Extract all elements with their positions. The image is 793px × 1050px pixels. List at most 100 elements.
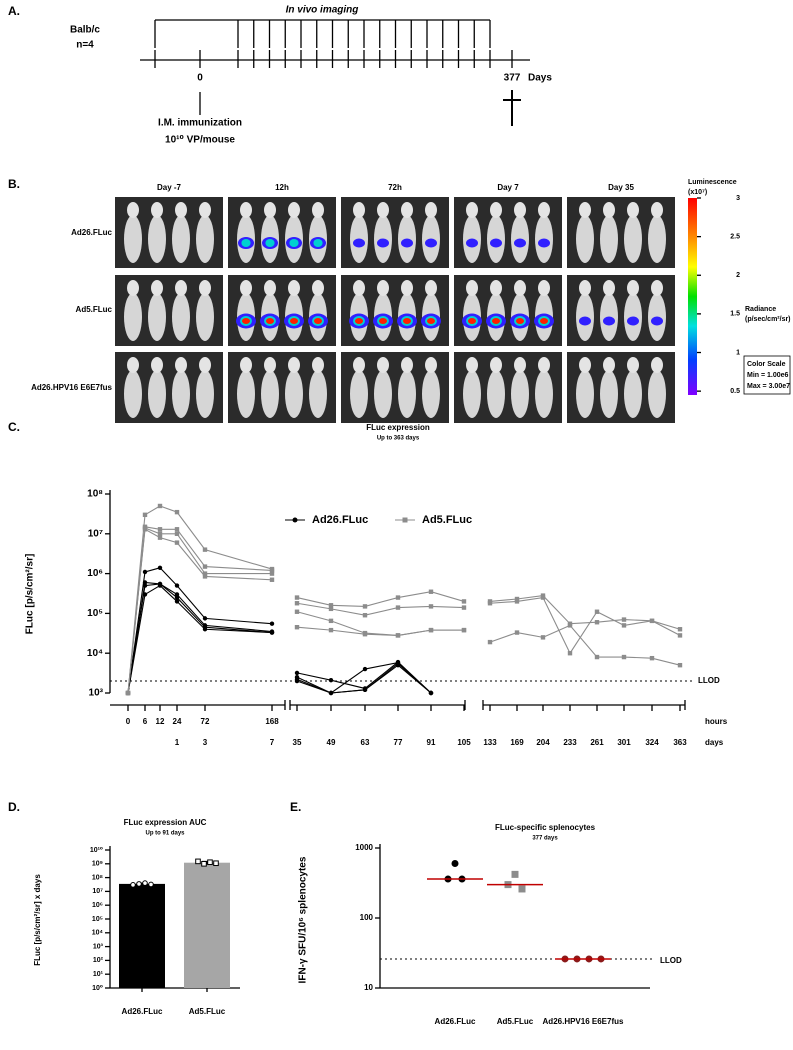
mouse: [600, 370, 618, 418]
day-label: 377: [504, 73, 521, 84]
point: [461, 599, 467, 604]
x-tick-label: 24: [173, 717, 182, 726]
llod-label: LLOD: [660, 956, 682, 965]
point: [428, 690, 434, 696]
mouse-head: [425, 202, 437, 218]
point: [362, 604, 368, 609]
series-line: [296, 602, 465, 616]
point: [294, 625, 300, 630]
series-line: [127, 526, 273, 694]
timeline: [140, 19, 530, 68]
signal: [314, 318, 322, 324]
signal: [538, 238, 550, 248]
mouse-head: [288, 202, 300, 218]
mouse-head: [264, 202, 276, 218]
point: [202, 574, 208, 579]
colorbar-tick-label: 2: [736, 272, 740, 279]
point: [514, 630, 520, 635]
point: [328, 606, 334, 612]
x-tick-label: 72: [201, 717, 210, 726]
mouse: [172, 293, 190, 341]
point: [174, 599, 180, 604]
mouse: [261, 370, 279, 418]
point: [677, 662, 683, 668]
y-tick-label: 10¹: [93, 971, 104, 978]
point: [594, 609, 600, 614]
column-label: 12h: [275, 183, 289, 192]
mouse-head: [353, 357, 365, 373]
point: [487, 601, 493, 606]
mouse-head: [377, 202, 389, 218]
mouse-head: [199, 357, 211, 373]
mouse-head: [579, 357, 591, 373]
mouse: [374, 370, 392, 418]
signal: [353, 238, 365, 248]
x-tick-label: 6: [143, 717, 148, 726]
radiance: Radiance: [745, 306, 776, 313]
x-tick-label: 105: [457, 738, 471, 747]
point: [157, 503, 163, 509]
point: [269, 630, 275, 635]
point: [328, 627, 334, 633]
signal: [579, 316, 591, 326]
x-tick-label: 261: [590, 738, 604, 747]
y-tick-label: 10: [364, 983, 373, 992]
mouse: [172, 370, 190, 418]
series-line: [127, 527, 272, 694]
signal: [466, 238, 478, 248]
colorbar-tick-label: 3: [736, 195, 740, 202]
x-tick-label: 91: [427, 738, 436, 747]
x-unit: hours: [705, 717, 728, 726]
mouse-head: [353, 280, 365, 296]
y-tick-label: 10⁸: [87, 489, 103, 500]
point: [511, 870, 519, 878]
scale-box: [743, 355, 791, 395]
mouse-head: [127, 202, 139, 218]
panel-label: D.: [8, 800, 20, 814]
y-tick-label: 10²: [93, 957, 104, 964]
mouse-head: [312, 357, 324, 373]
mouse-head: [514, 202, 526, 218]
series-line: [127, 583, 273, 694]
point: [518, 885, 526, 893]
y-tick-label: 10⁵: [92, 916, 103, 923]
y-tick-label: 10³: [93, 943, 104, 950]
point: [202, 564, 208, 569]
mouse: [124, 370, 142, 418]
mouse: [148, 293, 166, 341]
signal: [377, 238, 389, 248]
group-label: Balb/c: [70, 25, 100, 36]
signal: [379, 318, 387, 324]
series-line: [296, 626, 464, 636]
panel-label: B.: [8, 177, 20, 191]
x-unit: days: [705, 738, 724, 747]
scale-text: Max = 3.00e7: [747, 383, 790, 390]
point: [202, 616, 208, 621]
y-tick-label: 10³: [89, 688, 104, 699]
mouse: [576, 215, 594, 263]
y-axis-label: IFN-γ SFU/10⁶ splenocytes: [298, 856, 309, 983]
day-label: 0: [197, 73, 203, 84]
mouse-head: [651, 202, 663, 218]
y-tick-label: 10⁹: [92, 861, 103, 868]
series-line: [296, 611, 464, 636]
point: [567, 651, 573, 656]
x-tick-label: 168: [265, 717, 279, 726]
mouse: [535, 370, 553, 418]
signal: [265, 239, 275, 247]
point: [136, 881, 142, 887]
x-tick-label: 169: [510, 738, 524, 747]
mouse-head: [377, 357, 389, 373]
mouse: [487, 370, 505, 418]
mouse: [172, 215, 190, 263]
mouse-head: [288, 280, 300, 296]
signal: [242, 318, 250, 324]
mouse-head: [490, 202, 502, 218]
mouse-head: [240, 202, 252, 218]
mouse-head: [603, 357, 615, 373]
mouse-head: [264, 357, 276, 373]
mouse: [148, 370, 166, 418]
mouse-head: [240, 280, 252, 296]
signal: [540, 318, 548, 324]
mouse: [124, 215, 142, 263]
